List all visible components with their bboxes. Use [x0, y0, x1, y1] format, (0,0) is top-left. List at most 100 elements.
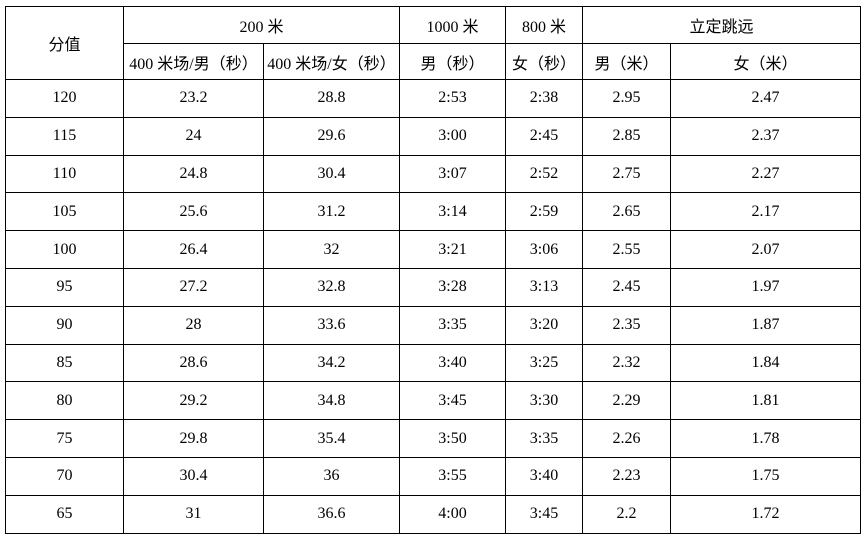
value-cell: 3:40 [399, 343, 507, 383]
header-group-row: 分值 200 米 1000 米 800 米 立定跳远 [5, 6, 862, 80]
table-row: 100 26.4 32 3:21 3:06 2.55 2.07 [5, 230, 862, 269]
value-cell: 1.84 [670, 343, 862, 383]
value-cell: 29.8 [123, 419, 264, 458]
value-cell: 1.78 [670, 419, 862, 458]
value-cell: 1.72 [670, 494, 862, 534]
score-cell: 105 [5, 192, 124, 232]
value-cell: 2.47 [670, 79, 862, 118]
value-cell: 2.55 [582, 230, 672, 269]
value-cell: 3:45 [505, 494, 584, 534]
value-cell: 3:13 [505, 267, 584, 307]
value-cell: 2.2 [582, 494, 672, 534]
header-score: 分值 [5, 6, 124, 80]
score-cell: 65 [5, 494, 124, 534]
value-cell: 24.8 [123, 154, 264, 194]
value-cell: 2.37 [670, 116, 862, 156]
header-group-800m: 800 米 [505, 6, 584, 44]
score-cell: 95 [5, 267, 124, 307]
value-cell: 3:45 [399, 381, 507, 421]
value-cell: 3:00 [399, 116, 507, 156]
value-cell: 2.32 [582, 343, 672, 383]
value-cell: 2.35 [582, 305, 672, 345]
value-cell: 28.8 [262, 79, 401, 118]
table-row: 75 29.8 35.4 3:50 3:35 2.26 1.78 [5, 419, 862, 458]
score-cell: 115 [5, 116, 124, 156]
value-cell: 32 [262, 230, 401, 269]
value-cell: 2.75 [582, 154, 672, 194]
header-sub-400m-male: 400 米场/男（秒） [123, 43, 264, 80]
value-cell: 3:28 [399, 267, 507, 307]
value-cell: 29.6 [262, 116, 401, 156]
value-cell: 33.6 [262, 305, 401, 345]
header-group-200m: 200 米 [122, 6, 401, 44]
fitness-score-table: 分值 200 米 1000 米 800 米 立定跳远 400 米场/男（秒） 4… [5, 6, 862, 534]
value-cell: 27.2 [123, 267, 264, 307]
header-sub-jump-male: 男（米） [582, 43, 672, 80]
value-cell: 4:00 [399, 494, 507, 534]
value-cell: 2.95 [582, 79, 672, 118]
value-cell: 25.6 [123, 192, 264, 232]
value-cell: 2.27 [670, 154, 862, 194]
table-row: 95 27.2 32.8 3:28 3:13 2.45 1.97 [5, 267, 862, 307]
value-cell: 3:30 [505, 381, 584, 421]
value-cell: 34.8 [262, 381, 401, 421]
value-cell: 3:50 [399, 419, 507, 458]
value-cell: 2:38 [505, 79, 584, 118]
header-group-1000m: 1000 米 [399, 6, 507, 44]
value-cell: 1.97 [670, 267, 862, 307]
value-cell: 3:14 [399, 192, 507, 232]
value-cell: 3:35 [505, 419, 584, 458]
value-cell: 30.4 [123, 456, 264, 496]
value-cell: 36.6 [262, 494, 401, 534]
value-cell: 36 [262, 456, 401, 496]
value-cell: 35.4 [262, 419, 401, 458]
value-cell: 2.65 [582, 192, 672, 232]
table-row: 110 24.8 30.4 3:07 2:52 2.75 2.27 [5, 154, 862, 194]
value-cell: 28 [123, 305, 264, 345]
score-cell: 80 [5, 381, 124, 421]
score-cell: 110 [5, 154, 124, 194]
value-cell: 29.2 [123, 381, 264, 421]
header-sub-row: 400 米场/男（秒） 400 米场/女（秒） 男（秒） 女（秒） 男（米） 女… [6, 43, 862, 80]
score-cell: 85 [5, 343, 124, 383]
value-cell: 1.81 [670, 381, 862, 421]
score-cell: 100 [5, 230, 124, 269]
score-cell: 120 [5, 79, 124, 118]
value-cell: 26.4 [123, 230, 264, 269]
value-cell: 3:20 [505, 305, 584, 345]
value-cell: 31.2 [262, 192, 401, 232]
table-row: 90 28 33.6 3:35 3:20 2.35 1.87 [5, 305, 862, 345]
value-cell: 2.26 [582, 419, 672, 458]
value-cell: 34.2 [262, 343, 401, 383]
header-sub-400m-female: 400 米场/女（秒） [262, 43, 401, 80]
table-row: 115 24 29.6 3:00 2:45 2.85 2.37 [5, 116, 862, 156]
value-cell: 2.29 [582, 381, 672, 421]
table-row: 85 28.6 34.2 3:40 3:25 2.32 1.84 [5, 343, 862, 383]
value-cell: 1.87 [670, 305, 862, 345]
value-cell: 3:07 [399, 154, 507, 194]
value-cell: 3:06 [505, 230, 584, 269]
value-cell: 3:35 [399, 305, 507, 345]
value-cell: 3:21 [399, 230, 507, 269]
value-cell: 24 [123, 116, 264, 156]
value-cell: 3:25 [505, 343, 584, 383]
header-sub-1000m-male: 男（秒） [399, 43, 507, 80]
table-body: 120 23.2 28.8 2:53 2:38 2.95 2.47 115 24… [5, 79, 862, 534]
value-cell: 2:45 [505, 116, 584, 156]
value-cell: 2:59 [505, 192, 584, 232]
table-row: 80 29.2 34.8 3:45 3:30 2.29 1.81 [5, 381, 862, 421]
score-cell: 75 [5, 419, 124, 458]
table-row: 65 31 36.6 4:00 3:45 2.2 1.72 [5, 494, 862, 534]
value-cell: 2.85 [582, 116, 672, 156]
value-cell: 30.4 [262, 154, 401, 194]
header-group-standing-long-jump: 立定跳远 [582, 6, 862, 44]
score-cell: 90 [5, 305, 124, 345]
value-cell: 2.23 [582, 456, 672, 496]
value-cell: 28.6 [123, 343, 264, 383]
value-cell: 3:40 [505, 456, 584, 496]
header-sub-800m-female: 女（秒） [505, 43, 584, 80]
value-cell: 31 [123, 494, 264, 534]
value-cell: 2.45 [582, 267, 672, 307]
table-row: 105 25.6 31.2 3:14 2:59 2.65 2.17 [5, 192, 862, 232]
